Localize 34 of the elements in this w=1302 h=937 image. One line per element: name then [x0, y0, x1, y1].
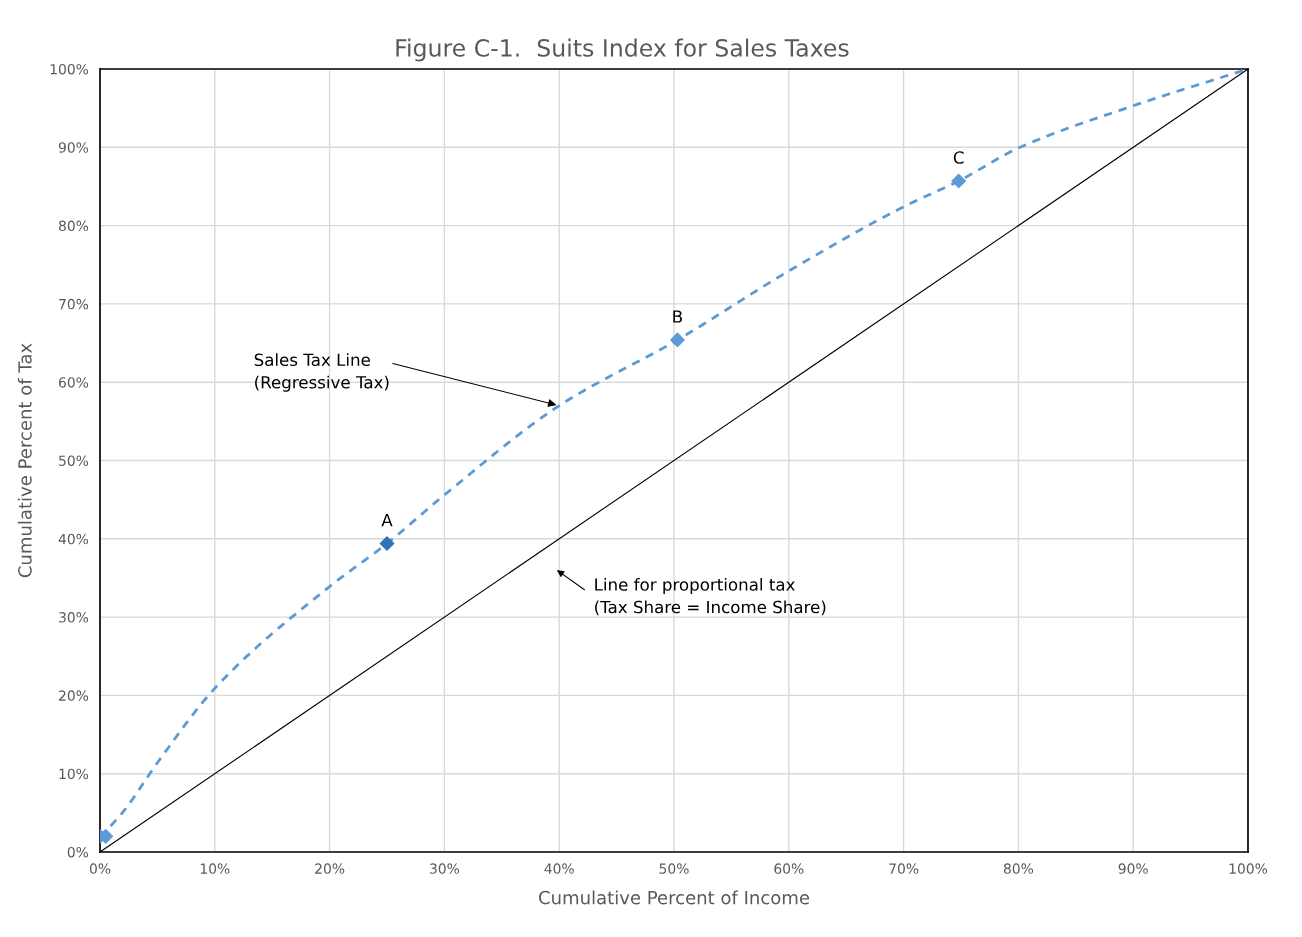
annotation: Line for proportional tax (Tax Share = Income Share)	[595, 577, 826, 616]
x-tick-label: 40%	[544, 863, 574, 874]
x-tick-label: 100%	[1229, 863, 1268, 874]
y-tick-label: 70%	[59, 298, 89, 310]
y-axis-title: Cumulative Percent of Tax	[17, 343, 32, 578]
y-tick-label: 10%	[59, 768, 89, 780]
y-tick-label: 0%	[67, 846, 89, 858]
chart-title: Figure C-1. Suits Index for Sales Taxes	[396, 38, 849, 62]
y-tick-label: 20%	[59, 690, 89, 701]
y-tick-label: 30%	[59, 612, 89, 623]
y-tick-label: 90%	[58, 142, 89, 153]
annotation: C	[953, 151, 964, 164]
y-tick-label: 50%	[59, 455, 89, 466]
point	[100, 829, 114, 844]
point	[379, 536, 395, 551]
y-tick-label: 40%	[58, 533, 89, 545]
x-tick-label: 80%	[1003, 863, 1034, 874]
point	[670, 332, 685, 348]
point	[951, 173, 966, 189]
x-tick-label: 0%	[89, 863, 111, 874]
x-tick-label: 60%	[774, 863, 804, 874]
x-axis-title: Cumulative Percent of Income	[539, 890, 810, 905]
y-tick-label: 80%	[58, 220, 89, 232]
y-tick-label: 60%	[58, 377, 89, 388]
x-tick-label: 20%	[315, 863, 345, 874]
x-tick-label: 70%	[889, 863, 919, 874]
x-tick-label: 90%	[1118, 863, 1148, 874]
x-tick-label: 10%	[200, 863, 230, 874]
x-tick-label: 50%	[659, 863, 689, 874]
y-tick-label: 100%	[50, 63, 89, 75]
annotation: Sales Tax Line (Regressive Tax)	[254, 353, 389, 392]
annotation: B	[673, 310, 682, 323]
x-tick-label: 30%	[430, 863, 460, 874]
annotation: A	[381, 513, 393, 527]
